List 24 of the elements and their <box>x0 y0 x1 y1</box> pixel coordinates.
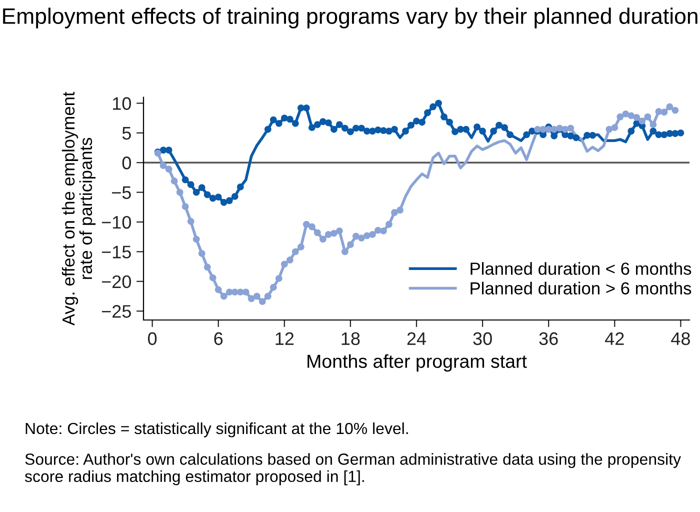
y-tick-label: −15 <box>102 246 131 258</box>
chart-title: Employment effects of training programs vary by their planned duration <box>3 8 698 28</box>
x-tick-label: 30 <box>473 332 492 346</box>
y-tick-label: −20 <box>102 275 131 288</box>
x-tick-label: 18 <box>342 332 360 346</box>
source-note: Source: Author's own calculations based on German administrative data using the propensity score radius matching estimator proposed in [1]. <box>24 453 681 486</box>
x-tick-label: 12 <box>276 332 294 345</box>
y-tick-label: −5 <box>112 186 131 200</box>
y-tick-label: −25 <box>102 305 131 318</box>
legend-label: Planned duration > 6 months <box>470 282 692 295</box>
y-tick-label: −10 <box>102 216 131 229</box>
x-tick-label: 6 <box>214 332 223 346</box>
x-tick-label: 24 <box>407 332 426 345</box>
y-tick-label: 10 <box>112 97 131 110</box>
x-tick-label: 0 <box>148 332 157 346</box>
x-tick-label: 36 <box>539 332 558 346</box>
x-tick-label: 42 <box>605 332 624 345</box>
y-tick-label: 5 <box>122 127 131 140</box>
legend-label: Planned duration < 6 months <box>470 262 692 275</box>
x-tick-label: 48 <box>671 332 690 346</box>
x-axis-title: Months after program start <box>308 354 527 372</box>
text: Note: Circles = statistically significant at the 10% level. <box>26 422 408 438</box>
y-axis-title: Avg. effect on the employment rate of participants <box>62 92 96 326</box>
y-tick-label: 0 <box>122 156 131 170</box>
